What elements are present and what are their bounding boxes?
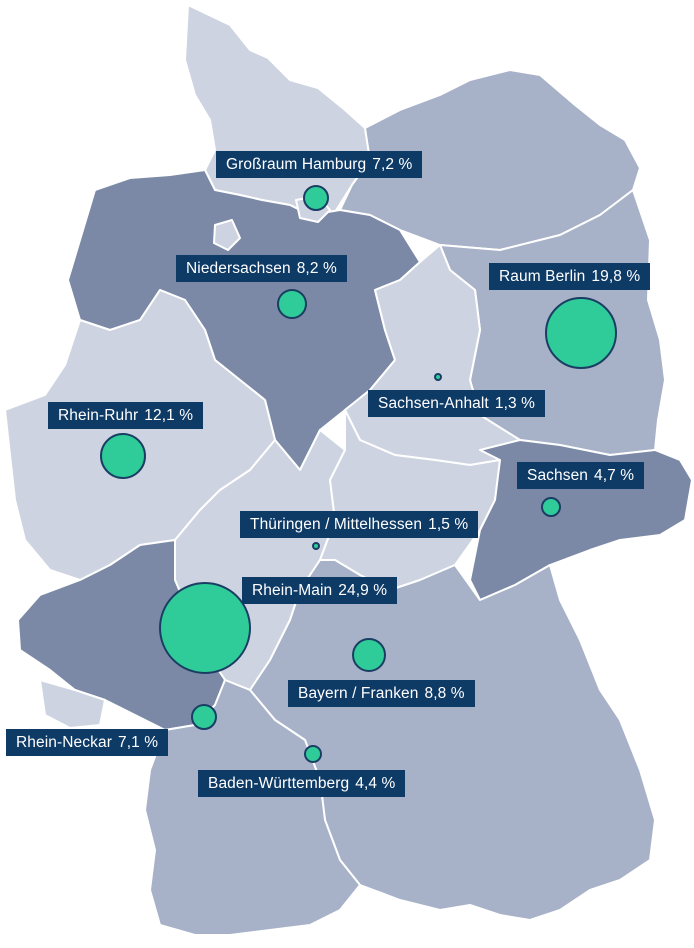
label-baden-wuerttemberg: Baden-Württemberg 4,4 %	[198, 770, 406, 797]
label-region-value: 4,4 %	[355, 774, 396, 792]
bubble-thueringen-mittelhessen	[312, 542, 320, 550]
label-rhein-ruhr: Rhein-Ruhr 12,1 %	[48, 402, 204, 429]
label-region-name: Rhein-Ruhr	[58, 406, 139, 424]
label-region-value: 1,5 %	[428, 515, 469, 533]
bubble-rhein-neckar	[191, 704, 217, 730]
bubble-niedersachsen	[277, 289, 307, 319]
label-region-value: 1,3 %	[494, 394, 535, 412]
label-niedersachsen: Niedersachsen 8,2 %	[176, 255, 347, 282]
label-region-name: Thüringen / Mittelhessen	[250, 515, 423, 533]
state-nordrhein-westfalen	[4, 289, 276, 581]
label-region-value: 7,2 %	[372, 155, 413, 173]
bubble-raum-berlin	[545, 297, 617, 369]
label-region-name: Sachsen	[527, 466, 589, 484]
label-region-value: 8,8 %	[424, 684, 465, 702]
label-region-name: Niedersachsen	[186, 259, 291, 277]
label-region-value: 19,8 %	[591, 267, 641, 285]
label-rhein-neckar: Rhein-Neckar 7,1 %	[6, 729, 169, 756]
label-region-name: Großraum Hamburg	[226, 155, 367, 173]
bubble-bayern-franken	[352, 638, 386, 672]
bubble-grossraum-hamburg	[303, 185, 329, 211]
label-raum-berlin: Raum Berlin 19,8 %	[489, 263, 651, 290]
state-saarland	[39, 679, 106, 729]
label-region-value: 7,1 %	[117, 733, 159, 751]
label-thueringen-mittelhessen: Thüringen / Mittelhessen 1,5 %	[240, 511, 479, 538]
label-bayern-franken: Bayern / Franken 8,8 %	[288, 680, 475, 707]
label-region-name: Rhein-Neckar	[16, 733, 112, 751]
label-sachsen: Sachsen 4,7 %	[517, 462, 645, 489]
label-region-name: Sachsen-Anhalt	[378, 394, 489, 412]
bubble-rhein-ruhr	[100, 433, 146, 479]
label-region-name: Baden-Württemberg	[208, 774, 350, 792]
label-region-value: 24,9 %	[338, 581, 388, 599]
bubble-sachsen	[541, 497, 561, 517]
label-rhein-main: Rhein-Main 24,9 %	[242, 577, 398, 604]
label-region-value: 4,7 %	[594, 466, 635, 484]
label-region-name: Rhein-Main	[252, 581, 333, 599]
bubble-baden-wuerttemberg	[304, 745, 322, 763]
bubble-sachsen-anhalt	[434, 373, 442, 381]
label-sachsen-anhalt: Sachsen-Anhalt 1,3 %	[368, 390, 545, 417]
label-region-value: 8,2 %	[296, 259, 337, 277]
label-grossraum-hamburg: Großraum Hamburg 7,2 %	[216, 151, 423, 178]
label-region-name: Raum Berlin	[499, 267, 586, 285]
state-bremen	[213, 219, 241, 251]
bubble-rhein-main	[159, 582, 251, 674]
label-region-name: Bayern / Franken	[298, 684, 419, 702]
label-region-value: 12,1 %	[144, 406, 194, 424]
